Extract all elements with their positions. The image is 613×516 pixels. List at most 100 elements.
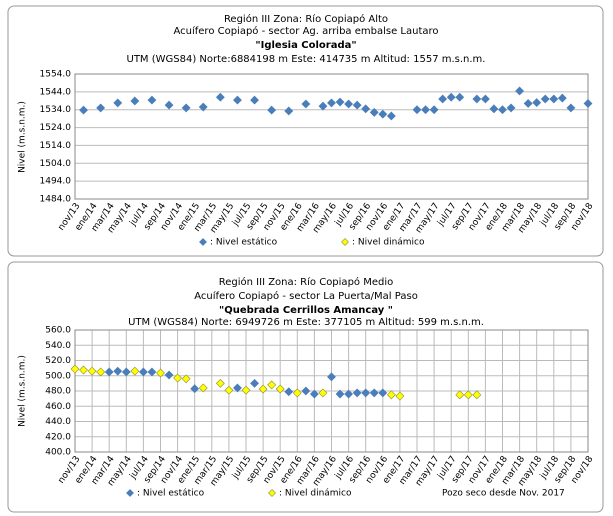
data-point	[130, 96, 140, 106]
data-point	[361, 388, 371, 398]
data-point	[79, 365, 88, 375]
legend-label: : Nivel dinámico	[279, 489, 352, 499]
data-point	[455, 390, 465, 400]
data-point	[130, 366, 140, 376]
data-point	[147, 95, 157, 105]
data-point	[369, 388, 379, 398]
data-point	[96, 103, 106, 113]
plot-frame	[74, 329, 589, 453]
data-point	[446, 92, 456, 102]
data-point	[549, 94, 559, 104]
footnote: Pozo seco desde Nov. 2017	[442, 489, 565, 499]
data-point	[156, 368, 165, 378]
data-point	[327, 372, 336, 382]
y-tick-label: 1554.0	[40, 70, 72, 80]
data-point	[267, 105, 277, 115]
data-point	[429, 105, 439, 115]
legend-marker	[199, 238, 207, 246]
data-point	[113, 98, 123, 108]
data-point	[79, 105, 88, 115]
data-point	[344, 389, 354, 399]
data-point	[164, 370, 174, 380]
data-point	[421, 105, 430, 115]
data-point	[412, 105, 422, 115]
data-point	[386, 390, 396, 400]
data-point	[284, 106, 294, 116]
data-point	[309, 389, 319, 399]
data-point	[292, 388, 302, 398]
y-tick-label: 460.0	[45, 402, 71, 412]
y-tick-label: 1544.0	[40, 87, 72, 97]
data-point	[455, 92, 465, 102]
data-point	[566, 103, 576, 113]
data-point	[498, 105, 507, 115]
data-point	[258, 384, 268, 394]
data-point	[215, 378, 225, 388]
data-point	[233, 95, 242, 105]
data-point	[472, 390, 482, 400]
data-point	[318, 388, 328, 398]
data-point	[233, 383, 242, 393]
chart-title: Región III Zona: Río Copiapó Alto	[224, 13, 388, 25]
station-name: "Quebrada Cerrillos Amancay "	[219, 305, 393, 316]
y-tick-label: 1504.0	[40, 159, 72, 169]
data-point	[215, 92, 225, 102]
data-point	[87, 366, 97, 376]
chart-title: Región III Zona: Río Copiapó Medio	[219, 276, 393, 288]
data-point	[70, 364, 80, 374]
data-point	[198, 102, 208, 112]
data-point	[138, 367, 148, 377]
data-point	[318, 101, 328, 111]
y-tick-label: 1484.0	[40, 195, 72, 205]
data-point	[121, 367, 131, 377]
chart-title: Acuífero Copiapó - sector Ag. arriba emb…	[173, 25, 438, 37]
data-point	[335, 97, 345, 107]
chart-title: Acuífero Copiapó - sector La Puerta/Mal …	[194, 290, 418, 302]
data-point	[284, 387, 294, 397]
data-point	[480, 94, 490, 104]
legend-label: : Nivel estático	[210, 238, 278, 248]
legend-marker	[341, 238, 349, 246]
data-point	[369, 107, 379, 117]
data-point	[113, 366, 123, 376]
y-tick-label: 560.0	[45, 326, 71, 336]
y-tick-label: 400.0	[45, 448, 71, 458]
data-point	[506, 103, 516, 113]
data-point	[181, 374, 191, 384]
data-point	[352, 100, 362, 110]
y-tick-label: 1524.0	[40, 123, 72, 133]
data-point	[515, 86, 525, 96]
data-point	[540, 94, 550, 104]
data-point	[386, 111, 396, 121]
y-tick-label: 1534.0	[40, 105, 72, 115]
plot-frame	[74, 73, 589, 200]
data-point	[164, 100, 174, 110]
data-point	[190, 384, 200, 394]
data-point	[301, 386, 311, 396]
y-axis-label: Nivel (m.s.n.m.)	[18, 101, 28, 173]
data-point	[104, 367, 114, 377]
data-point	[352, 388, 362, 398]
data-point	[96, 367, 106, 377]
data-point	[438, 94, 448, 104]
data-point	[361, 104, 371, 114]
y-tick-label: 540.0	[45, 341, 71, 351]
legend-label: : Nivel estático	[137, 489, 205, 499]
y-tick-label: 1494.0	[40, 177, 72, 187]
data-point	[395, 391, 405, 401]
data-point	[301, 99, 311, 109]
y-axis-label: Nivel (m.s.n.m.)	[18, 355, 28, 427]
y-tick-label: 420.0	[45, 432, 71, 442]
data-point	[523, 99, 533, 108]
data-point	[224, 385, 234, 395]
data-point	[557, 93, 567, 103]
data-point	[378, 388, 388, 398]
legend-marker	[126, 489, 134, 497]
data-point	[250, 378, 259, 388]
y-tick-label: 480.0	[45, 387, 71, 397]
chart-title: UTM (WGS84) Norte:6884198 m Este: 414735…	[127, 54, 486, 65]
data-point	[241, 385, 251, 395]
data-point	[532, 98, 542, 107]
data-point	[198, 383, 208, 393]
